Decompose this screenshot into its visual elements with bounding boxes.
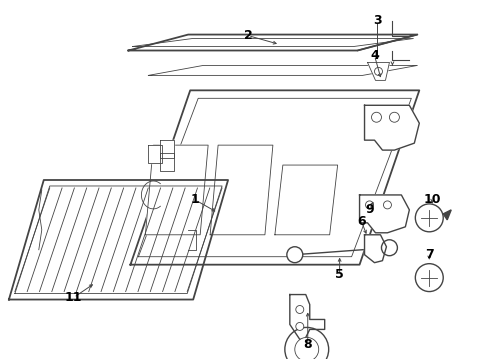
Circle shape [414, 264, 442, 292]
Polygon shape [128, 35, 416, 50]
Text: 10: 10 [423, 193, 440, 206]
Circle shape [365, 201, 373, 209]
Circle shape [295, 323, 303, 330]
Polygon shape [188, 230, 196, 250]
Polygon shape [145, 145, 208, 235]
Polygon shape [210, 145, 272, 235]
Circle shape [374, 67, 382, 75]
Text: 8: 8 [303, 338, 311, 351]
Polygon shape [442, 210, 450, 220]
Polygon shape [130, 90, 419, 265]
Polygon shape [160, 140, 174, 158]
Text: 7: 7 [424, 248, 433, 261]
Polygon shape [289, 294, 324, 339]
Text: 1: 1 [190, 193, 199, 206]
Polygon shape [148, 145, 162, 163]
Polygon shape [148, 66, 416, 75]
Polygon shape [367, 62, 388, 80]
Text: 2: 2 [243, 29, 252, 42]
Text: 6: 6 [357, 215, 365, 228]
Polygon shape [160, 153, 174, 171]
Circle shape [371, 112, 381, 122]
Circle shape [286, 247, 302, 263]
Polygon shape [364, 105, 419, 150]
Circle shape [295, 306, 303, 314]
Circle shape [381, 240, 397, 256]
Polygon shape [9, 180, 227, 300]
Text: 9: 9 [365, 203, 373, 216]
Circle shape [414, 204, 442, 232]
Text: 5: 5 [335, 268, 343, 281]
Polygon shape [364, 235, 386, 263]
Circle shape [383, 201, 390, 209]
Text: 3: 3 [372, 14, 381, 27]
Circle shape [388, 112, 399, 122]
Polygon shape [274, 165, 337, 235]
Polygon shape [359, 195, 408, 233]
Circle shape [294, 337, 318, 360]
Text: 4: 4 [369, 49, 378, 62]
Circle shape [285, 328, 328, 360]
Text: 11: 11 [65, 291, 82, 304]
